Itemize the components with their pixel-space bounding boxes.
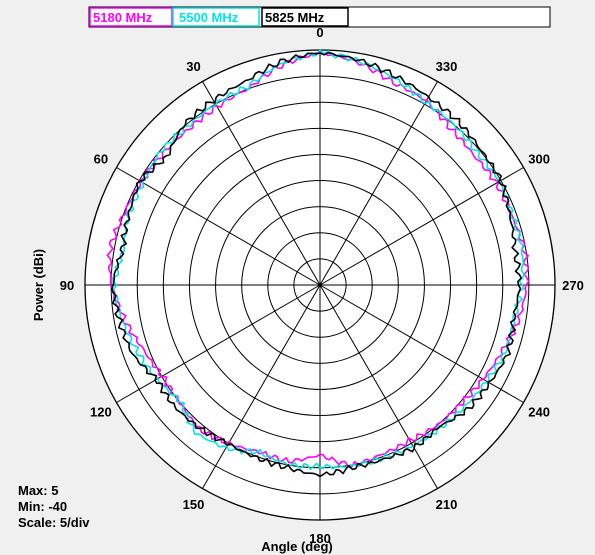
grid-spoke <box>319 81 438 286</box>
grid-spoke <box>116 284 321 403</box>
angle-label-270: 270 <box>562 278 584 293</box>
center-point <box>318 283 322 287</box>
min-label: Min: -40 <box>18 499 67 514</box>
scale-label: Scale: 5/div <box>18 515 90 530</box>
grid-spoke <box>319 167 524 286</box>
angle-label-240: 240 <box>528 405 550 420</box>
angle-label-300: 300 <box>528 152 550 167</box>
angle-label-90: 90 <box>60 278 74 293</box>
y-axis-title: Power (dBi) <box>31 249 46 321</box>
series-line-5825-mhz <box>111 51 523 478</box>
angle-label-150: 150 <box>183 497 205 512</box>
grid-spoke <box>116 167 321 286</box>
legend-label-5825: 5825 MHz <box>265 10 325 25</box>
x-axis-title: Angle (deg) <box>261 539 333 554</box>
angle-label-330: 330 <box>436 59 458 74</box>
angle-label-0: 0 <box>316 25 323 40</box>
angle-label-120: 120 <box>90 405 112 420</box>
angle-label-30: 30 <box>186 59 200 74</box>
grid-spoke <box>319 284 438 489</box>
max-label: Max: 5 <box>18 483 58 498</box>
legend-swatch-5180 <box>89 7 173 27</box>
angle-label-60: 60 <box>94 152 108 167</box>
grid-spoke <box>202 284 321 489</box>
angle-label-210: 210 <box>436 497 458 512</box>
legend: 5180 MHz 5500 MHz 5825 MHz <box>88 6 551 28</box>
legend-swatch-5825 <box>261 7 349 27</box>
legend-label-5180: 5180 MHz <box>93 10 153 25</box>
legend-swatch-5500 <box>172 7 260 27</box>
angle-tick-labels: 0 30 60 90 120 150 180 210 240 270 300 330 <box>60 25 584 546</box>
legend-label-5500: 5500 MHz <box>179 10 239 25</box>
grid-spoke <box>202 81 321 286</box>
angle-label-180: 180 <box>309 531 331 546</box>
series-layer <box>106 49 530 478</box>
grid-spoke <box>319 284 524 403</box>
